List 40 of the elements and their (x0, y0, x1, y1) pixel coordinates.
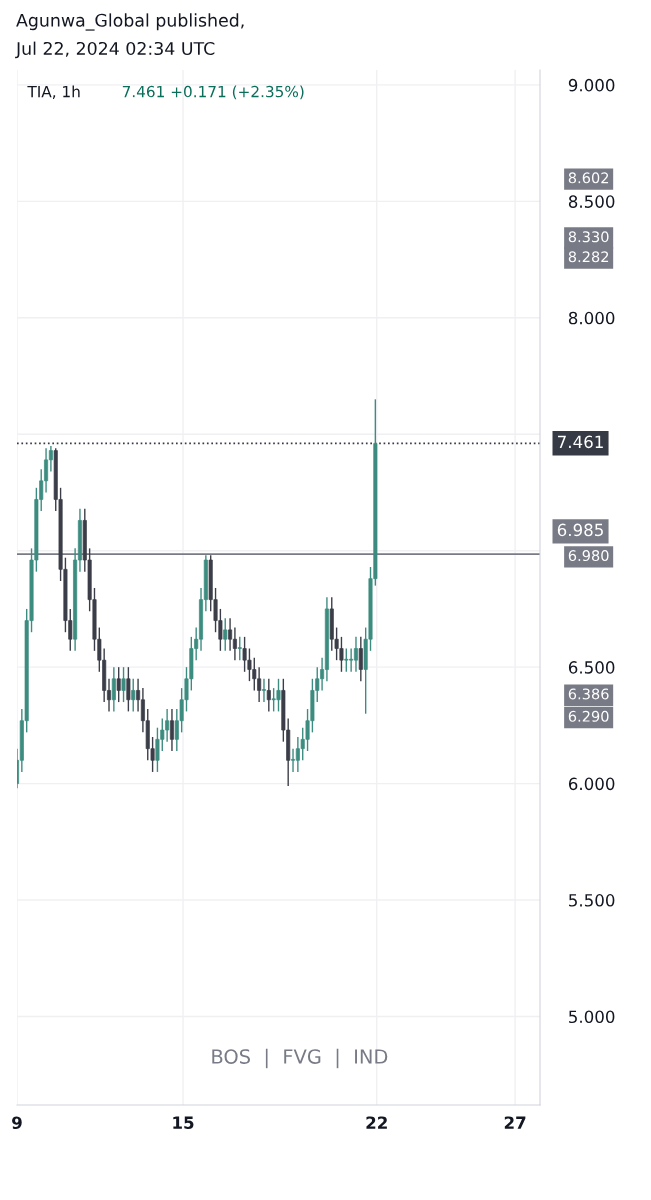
candlestick (261, 678, 266, 703)
y-tick-label: 8.500 (568, 195, 615, 208)
annotation: BOS | FVG | IND (212, 1048, 388, 1069)
candlestick (223, 617, 228, 652)
candlestick (121, 666, 126, 703)
y-tick-label: 6.000 (568, 777, 615, 791)
candlestick (111, 666, 116, 713)
candlestick (126, 666, 131, 713)
x-tick-label: 27 (504, 1116, 526, 1129)
candlestick (291, 747, 296, 773)
ref-line-label: 7.461 (558, 435, 603, 449)
y-tick-label: 8.602 (568, 172, 609, 184)
y-tick-label: 8.282 (568, 251, 609, 263)
y-tick-label: 8.330 (568, 231, 609, 243)
annotation: TIA, 1h (27, 85, 80, 99)
candlestick (228, 617, 233, 652)
candlestick (116, 666, 121, 703)
x-tick-label: 22 (366, 1116, 387, 1129)
candlestick (232, 626, 237, 661)
candlestick (344, 647, 349, 673)
y-tick-label: 5.000 (569, 1010, 615, 1024)
chart-title: Agunwa_Global published, (16, 13, 244, 31)
y-tick-label: 8.000 (568, 311, 615, 325)
y-tick-label: 6.980 (568, 550, 609, 562)
candlestick (353, 636, 358, 673)
y-tick-label: 9.000 (568, 78, 615, 92)
x-tick-label: 9 (12, 1116, 22, 1130)
candlestick (266, 678, 271, 713)
x-tick-label: 15 (173, 1116, 194, 1130)
y-tick-label: 6.290 (568, 710, 609, 722)
y-tick-label: 6.386 (568, 688, 609, 700)
candlestick (131, 678, 136, 713)
chart-subtitle: Jul 22, 2024 02:34 UTC (15, 41, 215, 59)
y-tick-label: 5.500 (569, 894, 615, 907)
candlestick (358, 636, 363, 682)
annotation: 7.461 +0.171 (+2.35%) (122, 85, 304, 100)
ref-line-label: 6.985 (557, 523, 603, 537)
candlestick (169, 708, 174, 752)
y-tick-label: 6.500 (568, 661, 615, 674)
candlestick (237, 636, 242, 661)
